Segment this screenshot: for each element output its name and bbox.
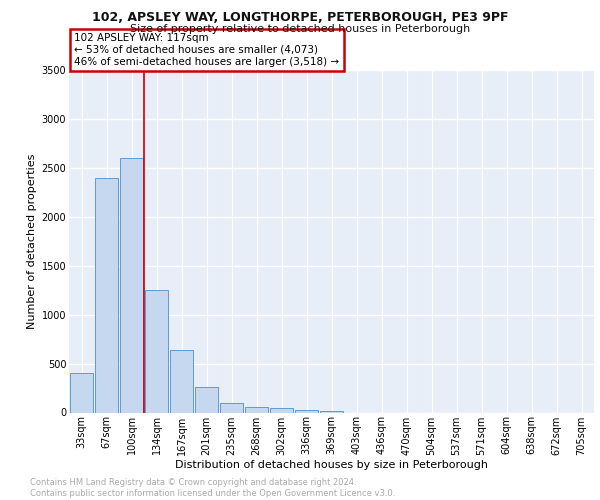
Bar <box>119 158 143 412</box>
Bar <box>220 402 244 412</box>
Y-axis label: Number of detached properties: Number of detached properties <box>28 154 37 329</box>
Bar <box>194 387 218 412</box>
Bar <box>95 178 118 412</box>
X-axis label: Distribution of detached houses by size in Peterborough: Distribution of detached houses by size … <box>175 460 488 470</box>
Text: 102, APSLEY WAY, LONGTHORPE, PETERBOROUGH, PE3 9PF: 102, APSLEY WAY, LONGTHORPE, PETERBOROUG… <box>92 11 508 24</box>
Bar <box>170 350 193 412</box>
Text: Size of property relative to detached houses in Peterborough: Size of property relative to detached ho… <box>130 24 470 34</box>
Text: Contains HM Land Registry data © Crown copyright and database right 2024.
Contai: Contains HM Land Registry data © Crown c… <box>30 478 395 498</box>
Bar <box>269 408 293 412</box>
Bar <box>245 406 268 412</box>
Bar <box>320 410 343 412</box>
Bar <box>145 290 169 412</box>
Bar <box>70 374 94 412</box>
Bar <box>295 410 319 412</box>
Text: 102 APSLEY WAY: 117sqm
← 53% of detached houses are smaller (4,073)
46% of semi-: 102 APSLEY WAY: 117sqm ← 53% of detached… <box>74 34 340 66</box>
